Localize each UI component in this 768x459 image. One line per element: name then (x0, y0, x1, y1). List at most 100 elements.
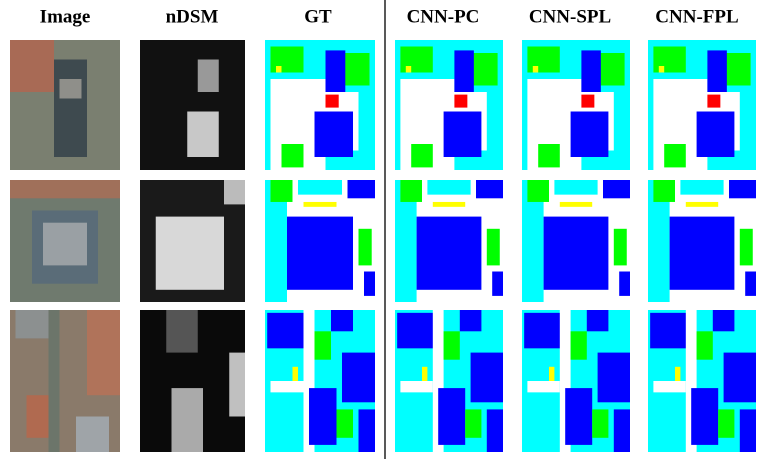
tile-region (549, 366, 555, 381)
tile-region (745, 271, 756, 296)
tile-region (653, 180, 675, 202)
tile-region (347, 180, 375, 199)
tile-region (427, 180, 471, 195)
tile-region (15, 310, 54, 339)
image-tile (522, 310, 630, 452)
tile-region (470, 352, 503, 403)
image-tile (265, 310, 375, 452)
tile-region (718, 409, 735, 438)
tile-region (592, 409, 609, 438)
tile-region (527, 46, 560, 73)
tile-region (648, 180, 670, 302)
tile-region (432, 310, 444, 452)
image-tile (648, 40, 756, 170)
tile-region (696, 111, 735, 157)
tile-region (265, 180, 287, 302)
tile-region (669, 216, 735, 290)
tile-region (613, 409, 630, 452)
column-header: Image (40, 6, 91, 27)
tile-region (292, 366, 298, 381)
tile-region (650, 312, 688, 349)
tile-region (270, 381, 304, 393)
image-tile (10, 310, 120, 452)
image-tile (395, 180, 503, 302)
image-tile (140, 180, 245, 302)
tile-region (565, 388, 593, 445)
tile-region (581, 94, 595, 108)
tile-region (400, 180, 422, 202)
tile-region (397, 312, 435, 349)
tile-region (691, 388, 719, 445)
tile-region (358, 409, 375, 452)
tile-region (10, 40, 54, 92)
tile-region (314, 111, 353, 157)
tile-region (87, 310, 120, 396)
image-tile (10, 40, 120, 170)
tile-region (581, 50, 601, 96)
tile-region (438, 388, 466, 445)
tile-region (443, 331, 460, 360)
tile-region (416, 216, 482, 290)
column-header: CNN-FPL (655, 6, 738, 27)
tile-region (281, 144, 304, 168)
tile-region (739, 409, 756, 452)
tile-region (603, 180, 630, 199)
image-tile (522, 180, 630, 302)
tile-region (492, 271, 503, 296)
image-tile (140, 310, 245, 452)
image-tile (265, 40, 375, 170)
tile-region (59, 79, 82, 99)
tile-region (432, 201, 466, 207)
tile-region (197, 59, 219, 92)
tile-region (707, 94, 721, 108)
tile-region (303, 310, 315, 452)
tile-region (486, 228, 500, 266)
tile-region (331, 310, 353, 332)
tile-region (476, 180, 503, 199)
tile-region (325, 94, 339, 108)
tile-region (10, 180, 120, 199)
tile-region (336, 409, 353, 438)
tile-region (664, 144, 686, 168)
image-tile (140, 40, 245, 170)
image-tile (522, 40, 630, 170)
column-header: CNN-SPL (529, 6, 611, 27)
tile-region (303, 201, 337, 207)
tile-region (270, 180, 293, 202)
tile-region (675, 366, 681, 381)
tile-region (270, 46, 304, 73)
tile-region (613, 228, 627, 266)
tile-region (554, 180, 598, 195)
image-tile (648, 180, 756, 302)
tile-region (454, 94, 468, 108)
tile-region (559, 201, 593, 207)
tile-region (443, 111, 482, 157)
image-tile (395, 40, 503, 170)
image-tile (648, 310, 756, 452)
tile-region (696, 331, 713, 360)
column-header: CNN-PC (407, 6, 480, 27)
tile-region (723, 352, 756, 403)
tile-region (422, 366, 428, 381)
tile-region (187, 111, 219, 157)
tile-region (298, 180, 342, 195)
tile-region (586, 310, 609, 332)
tile-region (543, 216, 609, 290)
tile-region (465, 409, 482, 438)
tile-region (527, 381, 560, 393)
tile-region (43, 222, 87, 266)
tile-region (287, 216, 353, 290)
tile-region (712, 310, 735, 332)
tile-region (364, 271, 375, 296)
tile-region (411, 144, 433, 168)
tile-region (342, 352, 375, 403)
tile-region (619, 271, 630, 296)
tile-region (400, 381, 433, 393)
tile-region (48, 310, 60, 452)
tile-region (405, 66, 412, 73)
column-header: GT (304, 6, 332, 27)
tile-region (653, 381, 686, 393)
tile-region (685, 310, 697, 452)
tile-region (325, 50, 346, 96)
